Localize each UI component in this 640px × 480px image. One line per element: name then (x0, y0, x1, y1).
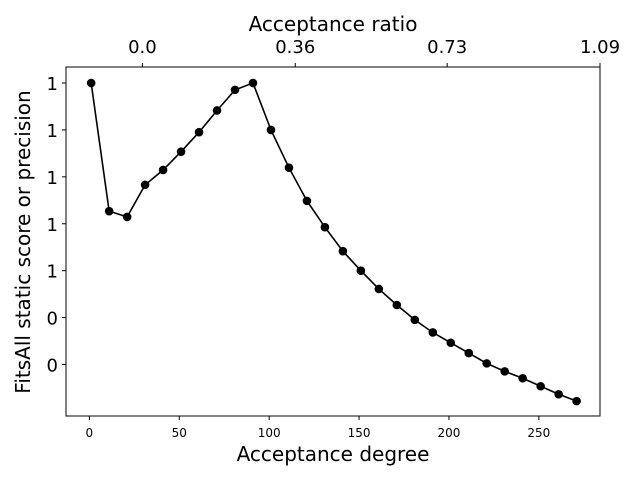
data-point (140, 180, 150, 190)
y-tick-label: 1 (47, 168, 58, 189)
data-point (338, 246, 348, 256)
data-point (554, 389, 563, 399)
top-axis-label: Acceptance ratio (249, 12, 418, 36)
data-point (212, 106, 222, 115)
data-point (230, 85, 240, 95)
data-point (194, 127, 204, 137)
data-point (158, 165, 168, 175)
top-tick-label: 0.36 (275, 37, 315, 58)
data-point (446, 338, 456, 348)
data-point (248, 78, 258, 88)
y-tick-label: 1 (47, 121, 58, 142)
data-point (302, 196, 312, 206)
data-point (176, 147, 186, 156)
data-point (518, 373, 527, 383)
data-point (356, 266, 366, 275)
top-axis-ticks: 0.0 0.36 0.73 1.09 (128, 37, 620, 67)
x-tick-label: 200 (438, 426, 461, 440)
x-axis-ticks: 0 50 100 150 200 250 (86, 416, 550, 440)
top-tick-label: 0.73 (427, 37, 467, 58)
data-point (266, 125, 276, 135)
data-point (410, 315, 420, 325)
data-point (572, 396, 581, 406)
data-point (392, 300, 402, 310)
data-point (320, 222, 330, 232)
y-tick-label: 0 (47, 356, 58, 377)
data-point (536, 381, 545, 391)
series-layer (86, 78, 581, 406)
data-point (482, 359, 492, 368)
data-point (122, 212, 132, 222)
y-tick-label: 1 (47, 215, 58, 236)
x-tick-label: 50 (172, 426, 187, 440)
plot-area (65, 66, 601, 417)
y-tick-label: 0 (47, 309, 58, 330)
data-point (374, 284, 384, 294)
series-line (90, 81, 577, 402)
x-axis-label: Acceptance degree (237, 442, 430, 466)
data-point (428, 328, 438, 337)
x-tick-label: 0 (86, 426, 94, 440)
data-point (464, 348, 474, 358)
x-tick-label: 250 (527, 426, 550, 440)
data-point (86, 78, 96, 88)
x-tick-label: 150 (348, 426, 371, 440)
x-tick-label: 100 (258, 426, 281, 440)
data-point (284, 163, 294, 172)
top-tick-label: 0.0 (128, 37, 157, 58)
y-tick-label: 1 (47, 74, 58, 95)
data-point (104, 206, 114, 216)
y-axis-ticks: 0 0 1 1 1 1 1 (47, 74, 66, 377)
data-point (500, 367, 510, 376)
y-axis-label: FitsAll static score or precision (11, 90, 35, 393)
top-tick-label: 1.09 (580, 37, 620, 58)
y-tick-label: 1 (47, 262, 58, 283)
